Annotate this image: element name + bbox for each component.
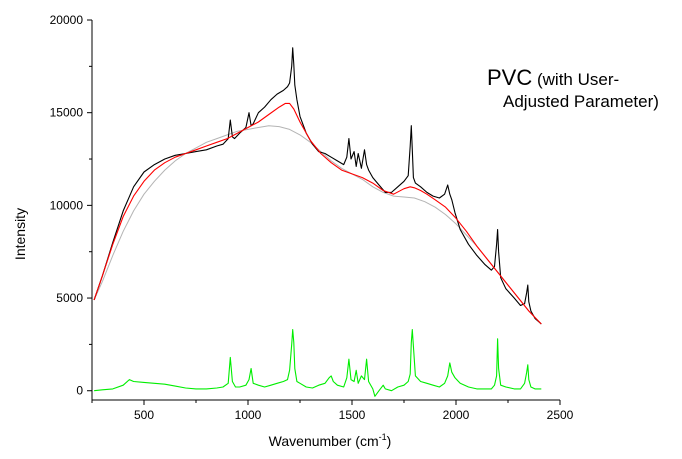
x-tick-label: 1500 — [339, 408, 366, 422]
y-tick-label: 10000 — [50, 198, 84, 212]
series-line-raw — [93, 47, 542, 325]
x-tick-label: 1000 — [235, 408, 262, 422]
annotation-compound: PVC — [487, 65, 532, 90]
x-axis-ticks: 500 1000 1500 2000 2500 — [91, 400, 574, 422]
annotation-line-1: PVC (with User- — [487, 65, 619, 90]
series-line-residual — [94, 329, 542, 397]
y-tick-label: 20000 — [50, 13, 84, 27]
series-layer — [93, 47, 542, 397]
y-tick-label: 0 — [76, 384, 83, 398]
x-tick-label: 500 — [134, 408, 154, 422]
y-tick-label: 5000 — [56, 291, 83, 305]
annotation-note-part-1: (with User- — [532, 70, 619, 89]
x-tick-label: 2000 — [443, 408, 470, 422]
series-line-baseline — [93, 125, 542, 325]
annotation-line-2: Adjusted Parameter) — [503, 92, 659, 111]
x-axis-label-superscript: -1 — [379, 432, 387, 442]
y-axis-label: Intensity — [12, 208, 28, 260]
x-axis-label-close: ) — [387, 433, 392, 449]
y-tick-label: 15000 — [50, 106, 84, 120]
series-line-fit — [93, 102, 542, 325]
y-axis-ticks: 0 5000 10000 15000 20000 — [50, 13, 92, 398]
plot-frame — [91, 20, 560, 401]
x-axis-label-text: Wavenumber (cm — [269, 433, 379, 449]
x-tick-label: 2500 — [547, 408, 574, 422]
x-axis-label: Wavenumber (cm-1) — [269, 432, 392, 449]
